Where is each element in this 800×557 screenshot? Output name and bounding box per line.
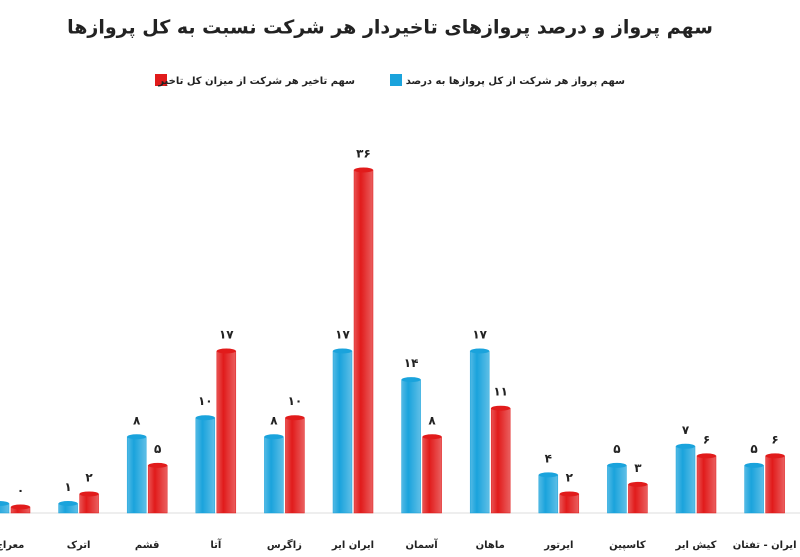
x-tick-label: کیش ایر bbox=[675, 540, 717, 551]
bar-cap bbox=[401, 377, 421, 383]
value-label: ۳۶ bbox=[356, 147, 371, 161]
value-label: ۰ bbox=[17, 484, 24, 498]
bar-cap bbox=[11, 504, 30, 510]
legend-swatch bbox=[155, 74, 167, 86]
value-label: ۱۴ bbox=[404, 356, 419, 370]
bar-cap bbox=[216, 348, 236, 354]
value-label: ۳ bbox=[634, 461, 642, 475]
bar bbox=[628, 484, 648, 514]
legend-label: سهم پرواز هر شرکت از کل پروازها به درصد bbox=[406, 76, 625, 87]
x-tick-label: ایران - تفتان bbox=[733, 540, 797, 551]
legend-swatch bbox=[390, 74, 402, 86]
x-tick-label: اترک bbox=[67, 540, 91, 551]
bar bbox=[264, 436, 284, 514]
bar-cap bbox=[264, 434, 284, 440]
value-label: ۸ bbox=[428, 413, 436, 427]
bar bbox=[126, 436, 147, 514]
bar bbox=[147, 465, 168, 514]
legend-label: سهم تاخیر هر شرکت از میزان کل تاخیر bbox=[157, 76, 355, 87]
bar-cap bbox=[333, 348, 352, 354]
value-label: ۷ bbox=[682, 423, 690, 437]
value-label: ۸ bbox=[133, 413, 141, 427]
x-tick-label: ماهان bbox=[476, 540, 505, 551]
bar bbox=[765, 455, 785, 514]
bar-cap bbox=[58, 500, 78, 506]
bar bbox=[559, 493, 580, 514]
x-tick-label: قشم bbox=[135, 540, 160, 551]
bar-cap bbox=[538, 472, 558, 478]
value-label: ۸ bbox=[270, 413, 278, 427]
value-label: ۱۰ bbox=[288, 394, 303, 408]
bar bbox=[696, 455, 717, 514]
x-tick-label: معراج bbox=[0, 540, 24, 551]
bar bbox=[216, 350, 237, 514]
x-tick-label: آسمان bbox=[405, 538, 438, 551]
bar bbox=[0, 503, 10, 514]
bar-cap bbox=[354, 167, 373, 173]
bar-cap bbox=[0, 500, 9, 506]
value-label: ۶ bbox=[703, 432, 710, 446]
bar bbox=[607, 465, 627, 514]
bar bbox=[538, 474, 559, 514]
value-label: ۲ bbox=[85, 470, 93, 484]
value-label: ۲ bbox=[566, 470, 574, 484]
bar bbox=[195, 417, 216, 514]
value-label: ۱۷ bbox=[472, 328, 487, 342]
bar bbox=[744, 465, 764, 514]
bar-cap bbox=[744, 462, 764, 468]
value-label: ۵ bbox=[613, 442, 620, 456]
value-label: ۱۱ bbox=[493, 385, 508, 399]
bar bbox=[469, 350, 490, 514]
bar bbox=[353, 169, 374, 514]
bar-cap bbox=[127, 434, 147, 440]
bar-cap bbox=[470, 348, 490, 354]
bar bbox=[79, 493, 99, 514]
bar-cap bbox=[195, 415, 215, 421]
bar bbox=[675, 446, 696, 514]
bar bbox=[332, 350, 353, 514]
bar-cap bbox=[422, 434, 442, 440]
bar-cap bbox=[607, 462, 627, 468]
chart-title: سهم پرواز و درصد پروازهای تاخیردار هر شر… bbox=[67, 17, 713, 39]
bar-cap bbox=[765, 453, 785, 459]
x-tick-label: ایرتور bbox=[543, 540, 573, 551]
bar-cap bbox=[559, 491, 579, 497]
bar bbox=[490, 407, 511, 514]
value-label: ۵ bbox=[750, 442, 757, 456]
bar-cap bbox=[676, 443, 695, 449]
value-label: ۴ bbox=[545, 451, 552, 465]
bar-cap bbox=[285, 415, 305, 421]
bar bbox=[422, 436, 442, 514]
bar-cap bbox=[697, 453, 716, 459]
value-label: ۶ bbox=[771, 432, 778, 446]
x-tick-label: آتا bbox=[210, 538, 222, 551]
x-tick-label: زاگرس bbox=[267, 538, 302, 551]
bar-cap bbox=[628, 481, 648, 487]
value-label: ۱۷ bbox=[219, 328, 234, 342]
x-tick-label: ایران ایر bbox=[331, 540, 374, 551]
bar bbox=[285, 417, 305, 514]
value-label: ۱۷ bbox=[335, 328, 350, 342]
value-label: ۵ bbox=[154, 442, 161, 456]
bar-cap bbox=[79, 491, 99, 497]
value-label: ۱ bbox=[64, 480, 71, 494]
x-tick-label: کاسپین bbox=[609, 540, 646, 551]
bar-cap bbox=[148, 462, 168, 468]
bar-cap bbox=[491, 405, 511, 411]
bar bbox=[401, 379, 421, 514]
value-label: ۱۰ bbox=[198, 394, 213, 408]
